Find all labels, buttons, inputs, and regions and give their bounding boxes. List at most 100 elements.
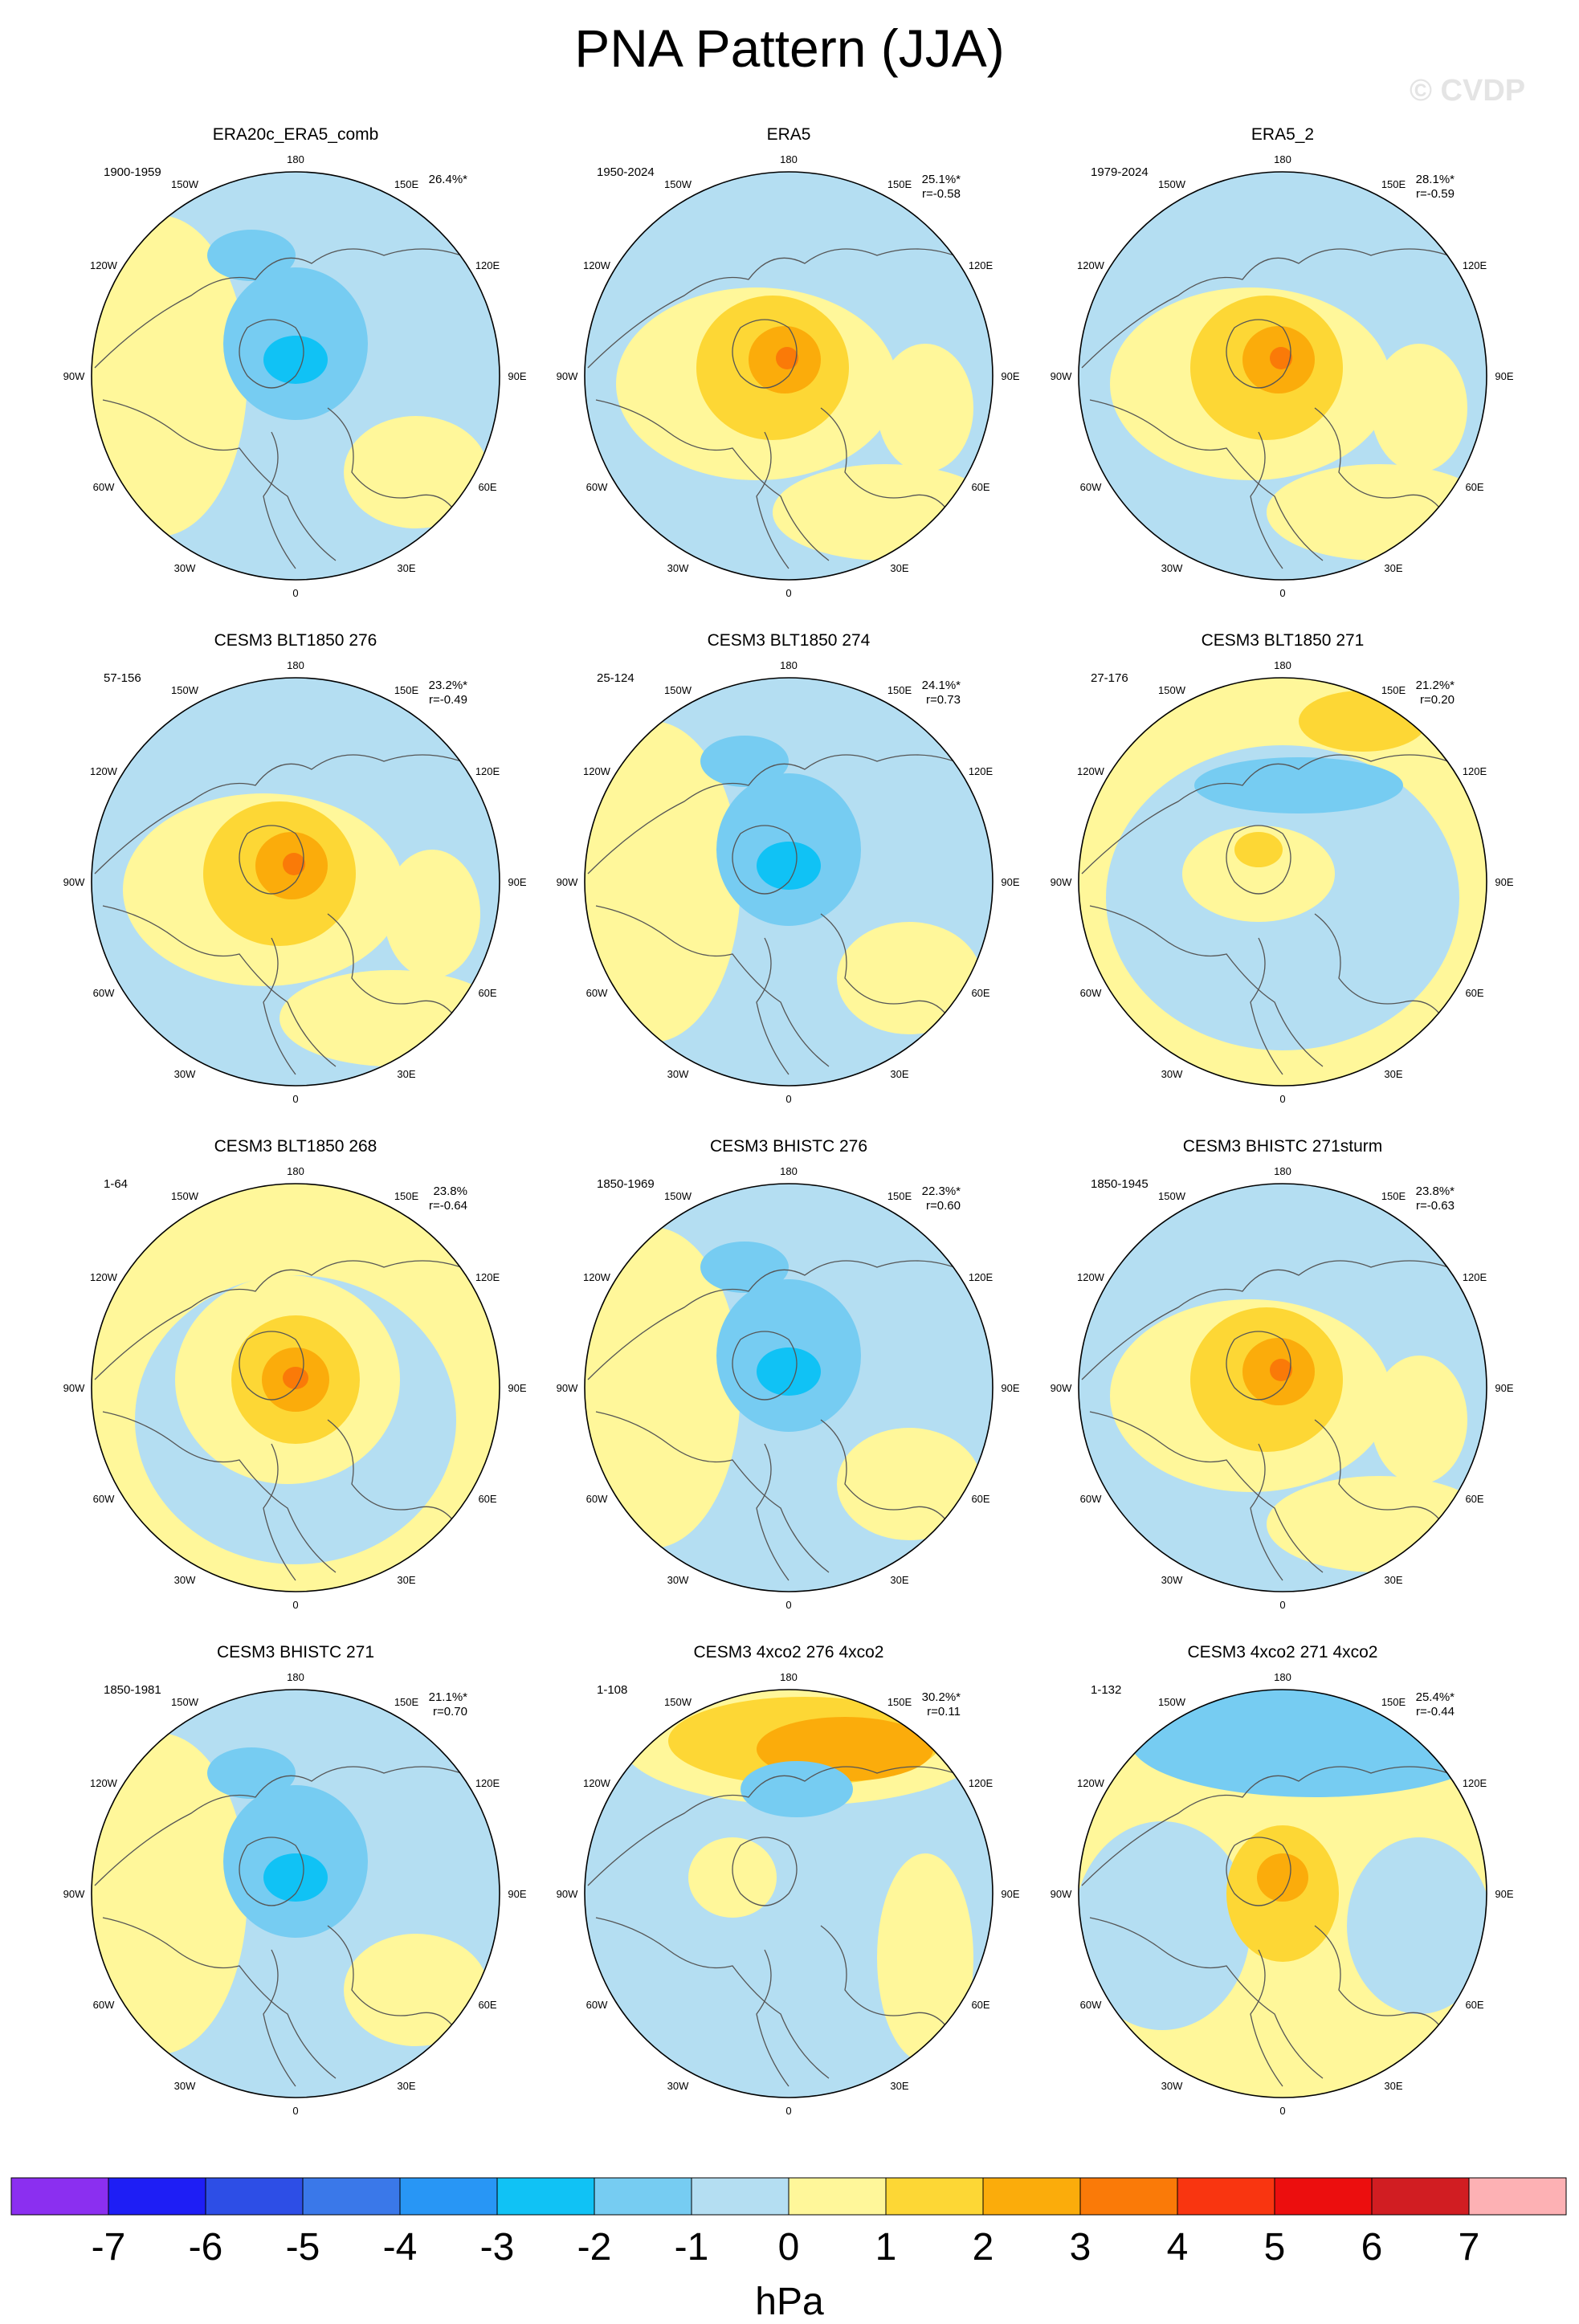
colorbar-label: -6 bbox=[189, 2226, 223, 2269]
longitude-label: 90E bbox=[1495, 1888, 1513, 1900]
longitude-label: 60W bbox=[586, 481, 608, 493]
anomaly-contour bbox=[283, 853, 305, 875]
colorbar-label: 7 bbox=[1459, 2226, 1480, 2269]
anomaly-contour bbox=[1267, 464, 1487, 561]
colorbar-box bbox=[302, 2177, 401, 2216]
panel-explained-variance: 21.1%* bbox=[429, 1690, 468, 1704]
panel-period: 1850-1981 bbox=[104, 1683, 161, 1697]
coastline bbox=[1081, 1260, 1487, 1581]
longitude-label: 180 bbox=[287, 1671, 304, 1683]
longitude-label: 60E bbox=[971, 481, 989, 493]
panel-pattern-correlation: r=-0.44 bbox=[1416, 1705, 1455, 1719]
longitude-label: 150E bbox=[394, 178, 419, 190]
anomaly-contour bbox=[279, 970, 500, 1066]
colorbar-label: -5 bbox=[286, 2226, 320, 2269]
longitude-label: 60W bbox=[1080, 1493, 1102, 1505]
longitude-label: 150W bbox=[1158, 684, 1186, 696]
longitude-label: 30W bbox=[1161, 2080, 1183, 2092]
longitude-label: 30W bbox=[667, 1068, 689, 1080]
longitude-label: 0 bbox=[1279, 1093, 1285, 1105]
longitude-label: 0 bbox=[1279, 1599, 1285, 1611]
longitude-label: 120W bbox=[583, 259, 611, 271]
pressure-anomaly-field bbox=[1079, 1184, 1487, 1592]
map-panel: CESM3 BLT1850 274 25-124 24.1%*r=0.73 180 15… bbox=[557, 631, 1020, 1105]
longitude-label: 60E bbox=[478, 987, 496, 999]
longitude-label: 30W bbox=[667, 2080, 689, 2092]
panel-explained-variance: 28.1%* bbox=[1416, 173, 1455, 186]
longitude-label: 90W bbox=[1051, 876, 1072, 888]
panel-period: 1-64 bbox=[104, 1177, 128, 1191]
longitude-label: 150E bbox=[887, 1696, 912, 1708]
longitude-label: 120W bbox=[90, 765, 118, 777]
longitude-label: 0 bbox=[785, 1599, 791, 1611]
longitude-label: 90W bbox=[63, 1888, 85, 1900]
colorbar-box bbox=[788, 2177, 887, 2216]
longitude-label: 60E bbox=[478, 1999, 496, 2011]
anomaly-contour bbox=[1182, 826, 1335, 922]
longitude-label: 60W bbox=[1080, 1999, 1102, 2011]
panel-pattern-correlation: r=-0.63 bbox=[1416, 1199, 1455, 1213]
longitude-label: 60E bbox=[1465, 481, 1483, 493]
pressure-anomaly-field bbox=[585, 1184, 993, 1592]
longitude-label: 30E bbox=[1384, 1068, 1402, 1080]
longitude-label: 90W bbox=[557, 1888, 578, 1900]
colorbar-label: 1 bbox=[875, 2226, 897, 2269]
anomaly-contour bbox=[207, 1747, 296, 1799]
longitude-label: 180 bbox=[287, 659, 304, 671]
longitude-label: 150E bbox=[394, 684, 419, 696]
anomaly-contour bbox=[688, 1837, 777, 1918]
anomaly-contour bbox=[384, 850, 480, 978]
longitude-label: 150E bbox=[887, 178, 912, 190]
pressure-anomaly-field bbox=[1079, 678, 1487, 1086]
map-panel: CESM3 4xco2 276 4xco2 1-108 30.2%*r=0.11 18… bbox=[557, 1643, 1020, 2117]
longitude-label: 60W bbox=[586, 1999, 608, 2011]
anomaly-contour bbox=[263, 336, 328, 384]
panel-title: CESM3 BLT1850 276 bbox=[214, 631, 377, 650]
longitude-label: 60W bbox=[93, 1999, 115, 2011]
pressure-anomaly-field bbox=[585, 172, 993, 580]
panel-pattern-correlation: r=0.73 bbox=[926, 693, 961, 707]
map-panel: CESM3 BLT1850 276 57-156 23.2%*r=-0.49 180 1… bbox=[63, 631, 527, 1105]
panel-pattern-correlation: r=-0.49 bbox=[429, 693, 467, 707]
colorbar-box bbox=[399, 2177, 498, 2216]
colorbar-box bbox=[1079, 2177, 1178, 2216]
longitude-label: 60W bbox=[586, 987, 608, 999]
anomaly-contour bbox=[344, 416, 488, 528]
anomaly-contour bbox=[877, 1853, 973, 2062]
longitude-label: 180 bbox=[780, 1165, 798, 1177]
panel-title: ERA5 bbox=[767, 125, 811, 144]
page-title: PNA Pattern (JJA) bbox=[574, 18, 1005, 78]
longitude-label: 0 bbox=[292, 1599, 298, 1611]
longitude-label: 150W bbox=[664, 1696, 692, 1708]
anomaly-contour bbox=[1371, 1356, 1467, 1484]
panel-pattern-correlation: r=-0.58 bbox=[922, 187, 961, 201]
colorbar-box bbox=[108, 2177, 206, 2216]
longitude-label: 0 bbox=[1279, 587, 1285, 599]
anomaly-contour bbox=[585, 1227, 741, 1548]
longitude-label: 30E bbox=[397, 1574, 415, 1586]
longitude-label: 150E bbox=[1381, 1190, 1406, 1202]
longitude-label: 60E bbox=[971, 1493, 989, 1505]
longitude-label: 30W bbox=[1161, 562, 1183, 574]
colorbar-label: -3 bbox=[480, 2226, 515, 2269]
longitude-label: 60E bbox=[478, 481, 496, 493]
longitude-label: 60E bbox=[971, 1999, 989, 2011]
longitude-label: 60W bbox=[1080, 481, 1102, 493]
anomaly-contour bbox=[1347, 1837, 1487, 2014]
longitude-label: 30W bbox=[1161, 1068, 1183, 1080]
longitude-label: 180 bbox=[287, 153, 304, 165]
anomaly-contour bbox=[344, 1934, 488, 2046]
longitude-label: 150W bbox=[664, 684, 692, 696]
longitude-label: 90W bbox=[557, 1382, 578, 1394]
longitude-label: 30E bbox=[890, 1068, 908, 1080]
copyright-watermark: © CVDP bbox=[1410, 74, 1526, 108]
colorbar-label: 3 bbox=[1070, 2226, 1091, 2269]
panel-explained-variance: 25.4%* bbox=[1416, 1690, 1455, 1704]
coastline bbox=[94, 1766, 500, 2087]
longitude-label: 120W bbox=[583, 1777, 611, 1789]
map-border bbox=[584, 677, 994, 1087]
panel-period: 57-156 bbox=[104, 671, 141, 685]
panel-explained-variance: 23.8% bbox=[433, 1184, 467, 1198]
longitude-label: 150E bbox=[887, 1190, 912, 1202]
colorbar-units: hPa bbox=[755, 2281, 824, 2323]
